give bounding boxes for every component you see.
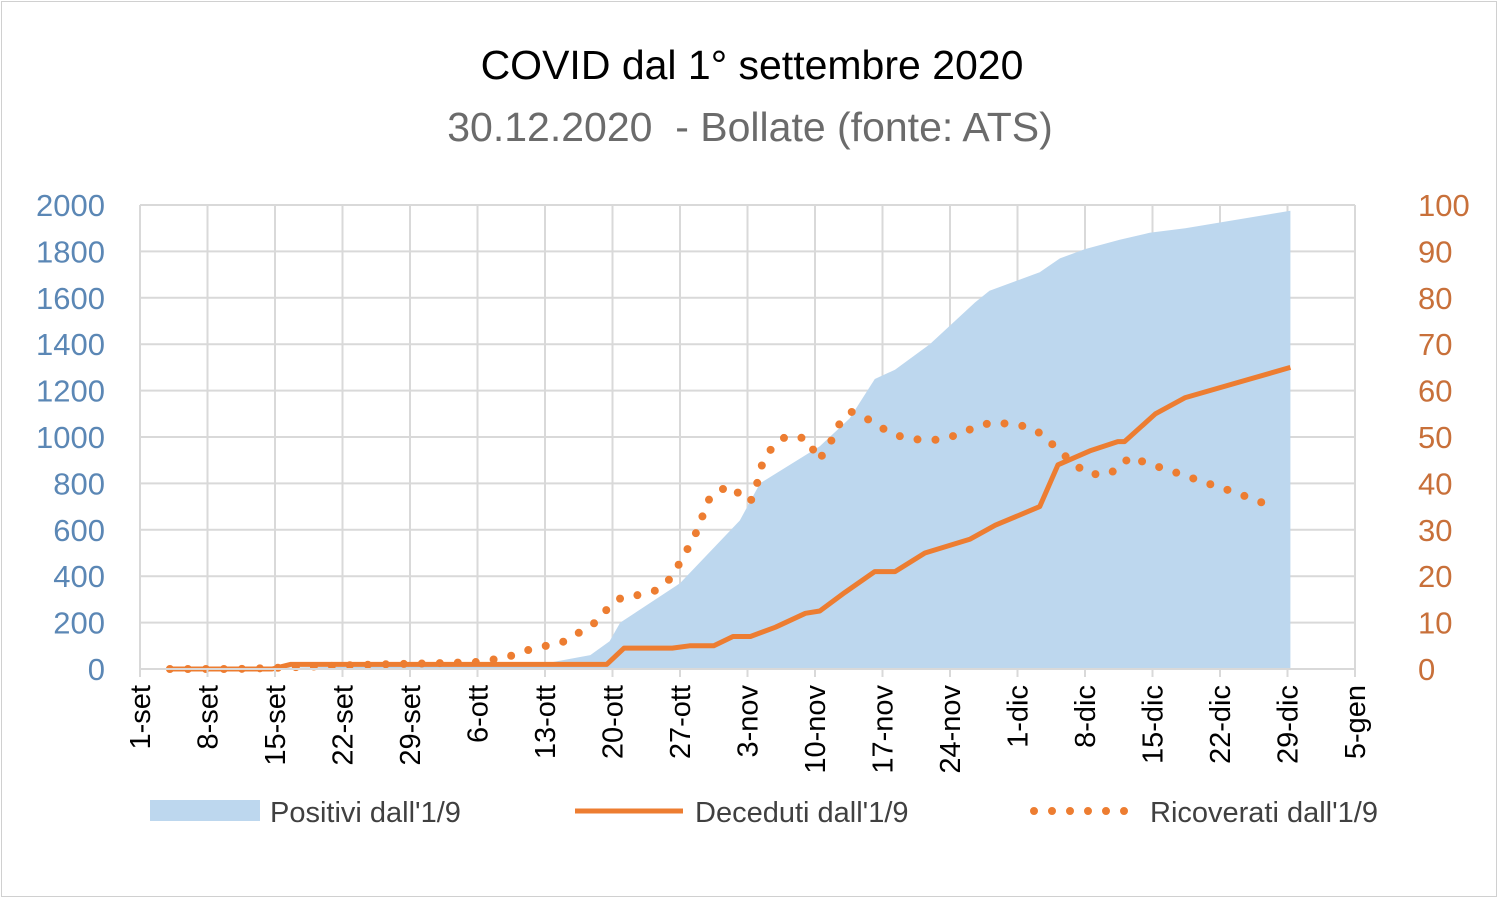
y-left-tick-label: 800 xyxy=(53,466,105,501)
legend-item: Positivi dall'1/9 xyxy=(150,797,461,829)
x-tick-label: 1-set xyxy=(125,685,157,749)
y-right-tick-label: 100 xyxy=(1418,188,1470,223)
y-left-tick-label: 1600 xyxy=(36,281,105,316)
x-tick-label: 8-dic xyxy=(1070,685,1102,748)
y-right-tick-label: 60 xyxy=(1418,374,1452,409)
chart-subtitle: 30.12.2020 - Bollate (fonte: ATS) xyxy=(447,104,1053,150)
y-left-tick-label: 1800 xyxy=(36,234,105,269)
legend-label: Deceduti dall'1/9 xyxy=(695,797,909,829)
legend: Positivi dall'1/9 Deceduti dall'1/9 Ricove… xyxy=(150,797,1378,829)
x-tick-label: 22-set xyxy=(328,685,360,766)
y-left-tick-label: 2000 xyxy=(36,188,105,223)
y-right-tick-label: 70 xyxy=(1418,327,1452,362)
x-tick-label: 3-nov xyxy=(733,685,765,758)
y-left-tick-label: 0 xyxy=(88,652,105,687)
y-left-tick-label: 600 xyxy=(53,513,105,548)
y-left-tick-label: 1400 xyxy=(36,327,105,362)
y-right-tick-label: 10 xyxy=(1418,606,1452,641)
x-tick-label: 27-ott xyxy=(665,685,697,759)
y-left-tick-label: 400 xyxy=(53,559,105,594)
x-tick-label: 15-dic xyxy=(1138,685,1170,764)
y-right-tick-label: 0 xyxy=(1418,652,1435,687)
legend-label: Positivi dall'1/9 xyxy=(270,797,461,829)
area-positivi xyxy=(169,210,1291,670)
y-right-tick-label: 50 xyxy=(1418,420,1452,455)
line-ricoverati xyxy=(165,407,1277,673)
y-right-tick-label: 40 xyxy=(1418,466,1452,501)
axes: 0 200 400 600 800 1000 1200 1400 1600 1800 2000 0 10… xyxy=(36,188,1470,774)
x-tick-label: 13-ott xyxy=(530,685,562,759)
x-tick-label: 29-dic xyxy=(1273,685,1305,764)
x-tick-label: 8-set xyxy=(193,685,225,749)
x-tick-label: 17-nov xyxy=(868,685,900,774)
plot-area xyxy=(165,210,1292,673)
x-tick-label: 10-nov xyxy=(800,685,832,774)
legend-swatch-area xyxy=(150,800,260,821)
y-right-tick-label: 30 xyxy=(1418,513,1452,548)
legend-item: Deceduti dall'1/9 xyxy=(575,797,909,829)
y-right-tick-label: 90 xyxy=(1418,234,1452,269)
x-tick-label: 6-ott xyxy=(463,685,495,743)
legend-item: Ricoverati dall'1/9 xyxy=(1030,797,1378,829)
x-tick-label: 22-dic xyxy=(1205,685,1237,764)
legend-label: Ricoverati dall'1/9 xyxy=(1150,797,1378,829)
x-tick-label: 20-ott xyxy=(598,685,630,759)
y-left-tick-label: 1000 xyxy=(36,420,105,455)
x-tick-label: 1-dic xyxy=(1003,685,1035,748)
x-tick-label: 5-gen xyxy=(1340,685,1372,759)
x-tick-label: 29-set xyxy=(395,685,427,766)
chart-title: COVID dal 1° settembre 2020 xyxy=(481,42,1024,88)
y-left-tick-label: 1200 xyxy=(36,374,105,409)
y-right-tick-label: 20 xyxy=(1418,559,1452,594)
x-tick-label: 24-nov xyxy=(935,685,967,774)
x-tick-label: 15-set xyxy=(260,685,292,766)
y-right-tick-label: 80 xyxy=(1418,281,1452,316)
y-left-tick-label: 200 xyxy=(53,606,105,641)
line-deceduti xyxy=(169,364,1292,672)
